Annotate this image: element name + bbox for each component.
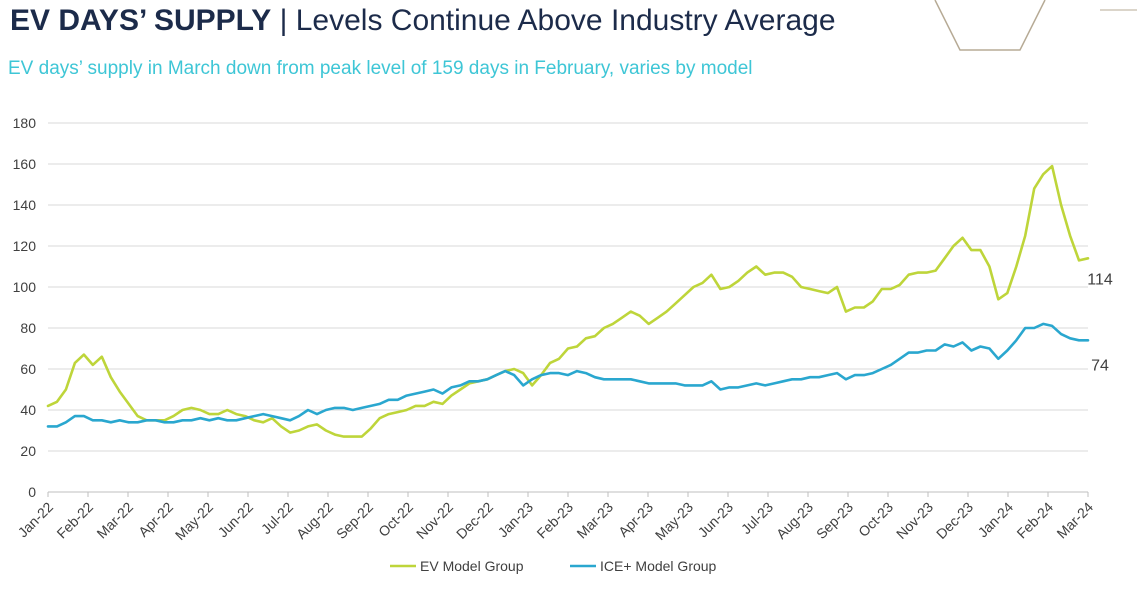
decoration-hexagon — [934, 0, 1046, 51]
x-tick-label: Jun-22 — [215, 499, 257, 541]
series-line-ice — [46, 322, 1090, 428]
x-tick-label: Mar-23 — [573, 499, 616, 542]
title-bold: EV DAYS’ SUPPLY — [10, 4, 272, 37]
x-tick-label: Feb-22 — [53, 499, 96, 542]
x-tick-label: Dec-22 — [453, 499, 496, 542]
y-tick-label: 160 — [13, 156, 37, 172]
y-tick-label: 140 — [13, 197, 37, 213]
end-labels: 114 74 — [1087, 271, 1113, 374]
gridlines — [48, 122, 1088, 493]
series-lines — [46, 164, 1090, 438]
x-tick-label: Mar-22 — [93, 499, 136, 542]
x-tick-label: Feb-24 — [1013, 499, 1056, 542]
x-tick-label: May-23 — [652, 499, 696, 543]
y-tick-label: 180 — [13, 115, 37, 131]
x-tick-label: Oct-22 — [375, 499, 416, 540]
y-tick-label: 40 — [20, 402, 36, 418]
x-tick-label: May-22 — [172, 499, 216, 543]
x-tick-label: Jul-22 — [258, 499, 296, 537]
x-tick-label: Jan-22 — [15, 499, 57, 541]
y-tick-label: 120 — [13, 238, 37, 254]
x-tick-label: Oct-23 — [855, 499, 896, 540]
y-tick-label: 20 — [20, 443, 36, 459]
y-tick-label: 80 — [20, 320, 36, 336]
y-tick-label: 0 — [28, 484, 36, 500]
x-tick-label: Aug-23 — [773, 499, 816, 542]
end-label-ev: 114 — [1087, 271, 1113, 288]
x-tick-label: Apr-23 — [615, 499, 656, 540]
series-line-ev — [46, 164, 1090, 438]
x-tick-label: Sep-22 — [333, 499, 376, 542]
x-tick-label: Aug-22 — [293, 499, 336, 542]
title-rest: Levels Continue Above Industry Average — [295, 4, 836, 37]
legend: EV Model Group ICE+ Model Group — [390, 558, 717, 574]
legend-label-ice: ICE+ Model Group — [600, 558, 717, 574]
page-subtitle: EV days’ supply in March down from peak … — [8, 58, 753, 79]
x-tick-label: Feb-23 — [533, 499, 576, 542]
x-tick-label: Jan-23 — [495, 499, 537, 541]
y-axis: 0 20 40 60 80 100 120 140 160 180 — [13, 115, 37, 500]
x-tick-label: Sep-23 — [813, 499, 856, 542]
end-label-ice: 74 — [1091, 357, 1109, 374]
y-tick-label: 100 — [13, 279, 37, 295]
x-tick-label: Jan-24 — [975, 499, 1017, 541]
x-tick-label: Nov-22 — [413, 499, 456, 542]
x-tick-label: Nov-23 — [893, 499, 936, 542]
x-tick-label: Jun-23 — [695, 499, 737, 541]
page-title: EV DAYS’ SUPPLY | Levels Continue Above … — [10, 4, 836, 38]
legend-label-ev: EV Model Group — [420, 558, 524, 574]
x-tick-label: Mar-24 — [1053, 499, 1096, 542]
title-separator: | — [271, 4, 296, 37]
x-tick-label: Dec-23 — [933, 499, 976, 542]
y-tick-label: 60 — [20, 361, 36, 377]
x-tick-label: Apr-22 — [135, 499, 176, 540]
x-tick-label: Jul-23 — [738, 499, 776, 537]
